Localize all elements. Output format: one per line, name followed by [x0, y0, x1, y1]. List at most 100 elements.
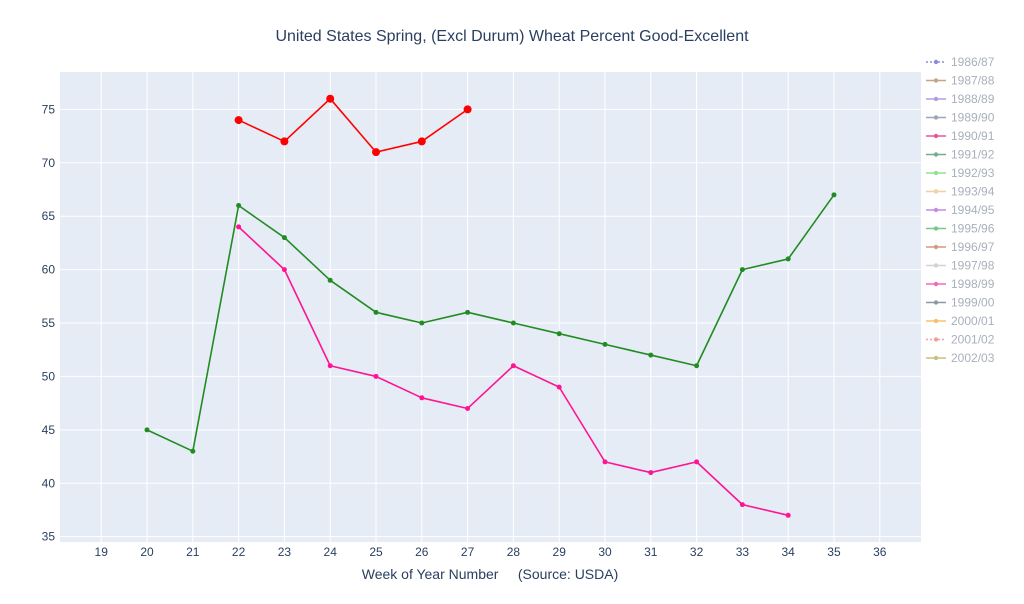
- series-line: [238, 97, 469, 153]
- legend-swatch-marker: [933, 170, 939, 176]
- legend-label: 1990/91: [951, 129, 995, 143]
- legend-item[interactable]: 2002/03: [926, 351, 995, 365]
- data-point: [417, 137, 426, 146]
- legend-item[interactable]: 1989/90: [926, 111, 995, 125]
- y-tick-label: 70: [42, 156, 56, 170]
- legend-swatch-marker: [933, 300, 939, 305]
- data-point: [831, 192, 837, 198]
- y-tick-label: 75: [42, 102, 56, 116]
- data-point: [648, 352, 654, 358]
- data-point: [327, 363, 333, 369]
- legend-label: 1997/98: [951, 259, 995, 273]
- legend-item[interactable]: 1986/87: [926, 55, 995, 69]
- legend-swatch-marker: [933, 59, 939, 65]
- legend-label: 1986/87: [951, 55, 995, 69]
- x-tick-label: 25: [369, 545, 383, 559]
- legend-item[interactable]: 1991/92: [926, 148, 995, 162]
- x-tick-label: 20: [140, 545, 154, 559]
- data-point: [556, 331, 562, 337]
- legend-item[interactable]: 1994/95: [926, 203, 995, 217]
- data-point: [236, 224, 242, 230]
- legend-item[interactable]: 2001/02: [926, 333, 995, 347]
- legend-swatch-marker: [933, 189, 939, 194]
- y-tick-label: 45: [42, 423, 56, 437]
- x-tick-label: 23: [278, 545, 292, 559]
- legend-label: 1989/90: [951, 111, 995, 125]
- legend-item[interactable]: 1988/89: [926, 92, 995, 106]
- legend-swatch-marker: [933, 207, 939, 213]
- series-line: [146, 194, 835, 453]
- legend-label: 1987/88: [951, 74, 995, 88]
- x-tick-label: 24: [324, 545, 338, 559]
- y-tick-label: 50: [42, 369, 56, 383]
- x-tick-label: 27: [461, 545, 475, 559]
- legend-label: 1993/94: [951, 185, 995, 199]
- data-point: [373, 373, 379, 379]
- data-point: [648, 470, 654, 476]
- y-tick-label: 60: [42, 263, 56, 277]
- legend-label: 1994/95: [951, 203, 995, 217]
- data-point: [556, 384, 562, 390]
- y-tick-label: 65: [42, 209, 56, 223]
- legend-swatch-marker: [933, 281, 939, 287]
- y-tick-label: 35: [42, 530, 56, 544]
- x-tick-label: 26: [415, 545, 429, 559]
- x-tick-label: 22: [232, 545, 246, 559]
- legend-swatch-marker: [933, 115, 939, 120]
- x-tick-label: 34: [782, 545, 796, 559]
- data-point: [190, 448, 196, 454]
- legend-swatch-marker: [933, 244, 939, 250]
- x-tick-label: 28: [507, 545, 521, 559]
- data-point: [419, 320, 425, 326]
- legend-swatch-marker: [933, 263, 939, 268]
- legend-swatch-marker: [933, 78, 939, 83]
- data-point: [327, 277, 333, 283]
- legend-swatch-marker: [933, 133, 939, 139]
- legend-item[interactable]: 1998/99: [926, 277, 995, 291]
- legend-item[interactable]: 1996/97: [926, 240, 995, 254]
- data-point: [463, 105, 472, 114]
- legend-label: 2001/02: [951, 333, 995, 347]
- x-tick-label: 29: [553, 545, 567, 559]
- data-point: [694, 459, 700, 465]
- legend-item[interactable]: 1990/91: [926, 129, 995, 143]
- data-point: [465, 309, 471, 315]
- x-tick-labels: 19 20 21 22 23 24 25 26 27 28 29 30 31 32 33 34 35 36: [95, 545, 887, 559]
- data-point: [373, 309, 379, 315]
- x-axis-label: Week of Year Number (Source: USDA): [362, 566, 619, 582]
- legend-item[interactable]: 1993/94: [926, 185, 995, 199]
- data-point: [280, 137, 289, 146]
- legend-label: 1999/00: [951, 296, 995, 310]
- series-layer: [144, 94, 837, 518]
- data-point: [739, 502, 745, 508]
- legend-item[interactable]: 1995/96: [926, 222, 995, 236]
- series-18: [236, 224, 791, 518]
- y-tick-label: 40: [42, 476, 56, 490]
- legend-label: 1988/89: [951, 92, 995, 106]
- legend-item[interactable]: 1999/00: [926, 296, 995, 310]
- legend[interactable]: 1986/87 1987/88 1988/89 1989/90 1990/91 1991/…: [926, 55, 995, 365]
- data-point: [281, 267, 287, 273]
- legend-label: 1991/92: [951, 148, 995, 162]
- data-point: [144, 427, 150, 433]
- x-tick-label: 35: [827, 545, 841, 559]
- data-point: [602, 341, 608, 347]
- legend-item[interactable]: 1992/93: [926, 166, 995, 180]
- series-19: [234, 94, 472, 157]
- x-tick-label: 32: [690, 545, 704, 559]
- x-tick-label: 33: [736, 545, 750, 559]
- legend-label: 1998/99: [951, 277, 995, 291]
- x-tick-label: 19: [95, 545, 109, 559]
- legend-label: 2002/03: [951, 351, 995, 365]
- legend-item[interactable]: 1987/88: [926, 74, 995, 88]
- legend-item[interactable]: 2000/01: [926, 314, 995, 328]
- legend-label: 1996/97: [951, 240, 995, 254]
- data-point: [785, 256, 791, 262]
- y-tick-label: 55: [42, 316, 56, 330]
- data-point: [234, 116, 243, 125]
- legend-swatch-marker: [933, 226, 939, 231]
- data-point: [419, 395, 425, 401]
- legend-item[interactable]: 1997/98: [926, 259, 995, 273]
